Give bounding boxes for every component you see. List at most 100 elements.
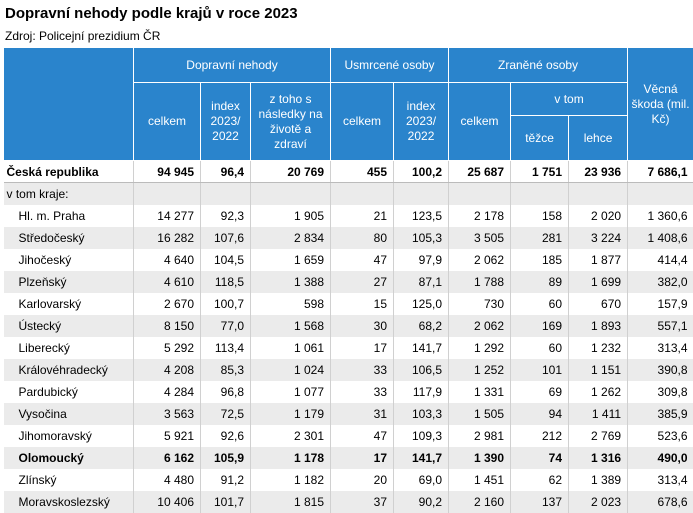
cell: 4 284	[134, 381, 201, 403]
table-row: v tom kraje:	[4, 183, 693, 205]
cell: 1 751	[511, 161, 569, 183]
cell: 5 921	[134, 425, 201, 447]
cell: 523,6	[628, 425, 693, 447]
cell: 104,5	[201, 249, 251, 271]
row-label: Hl. m. Praha	[4, 205, 134, 227]
cell: 455	[331, 161, 394, 183]
group-header: Zraněné osoby	[449, 48, 628, 83]
empty-cell	[201, 183, 251, 205]
cell: 17	[331, 447, 394, 469]
cell: 1 905	[251, 205, 331, 227]
cell: 1 331	[449, 381, 511, 403]
column-header: index 2023/ 2022	[394, 83, 449, 161]
cell: 21	[331, 205, 394, 227]
cell: 33	[331, 359, 394, 381]
table-head: Dopravní nehody Usmrcené osoby Zraněné o…	[4, 48, 693, 161]
cell: 105,3	[394, 227, 449, 249]
cell: 212	[511, 425, 569, 447]
group-header: Usmrcené osoby	[331, 48, 449, 83]
cell: 69	[511, 381, 569, 403]
cell: 60	[511, 293, 569, 315]
cell: 2 769	[569, 425, 628, 447]
cell: 1 505	[449, 403, 511, 425]
cell: 730	[449, 293, 511, 315]
cell: 89	[511, 271, 569, 293]
cell: 3 563	[134, 403, 201, 425]
cell: 17	[331, 337, 394, 359]
title: Dopravní nehody podle krajů v roce 2023	[5, 5, 298, 22]
empty-cell	[134, 183, 201, 205]
cell: 92,6	[201, 425, 251, 447]
cell: 94 945	[134, 161, 201, 183]
cell: 7 686,1	[628, 161, 693, 183]
cell: 47	[331, 425, 394, 447]
cell: 106,5	[394, 359, 449, 381]
cell: 678,6	[628, 491, 693, 513]
cell: 1 388	[251, 271, 331, 293]
cell: 1 451	[449, 469, 511, 491]
empty-cell	[331, 183, 394, 205]
cell: 2 834	[251, 227, 331, 249]
cell: 94	[511, 403, 569, 425]
cell: 20 769	[251, 161, 331, 183]
empty-cell	[251, 183, 331, 205]
column-header: celkem	[331, 83, 394, 161]
cell: 97,9	[394, 249, 449, 271]
cell: 2 178	[449, 205, 511, 227]
cell: 557,1	[628, 315, 693, 337]
cell: 23 936	[569, 161, 628, 183]
cell: 1 390	[449, 447, 511, 469]
cell: 14 277	[134, 205, 201, 227]
cell: 4 640	[134, 249, 201, 271]
corner-cell	[4, 48, 134, 161]
cell: 1 568	[251, 315, 331, 337]
cell: 92,3	[201, 205, 251, 227]
cell: 77,0	[201, 315, 251, 337]
cell: 281	[511, 227, 569, 249]
column-header: index 2023/ 2022	[201, 83, 251, 161]
cell: 1 182	[251, 469, 331, 491]
column-header: Věcná škoda (mil. Kč)	[628, 48, 693, 161]
empty-cell	[628, 183, 693, 205]
cell: 309,8	[628, 381, 693, 403]
cell: 382,0	[628, 271, 693, 293]
cell: 2 981	[449, 425, 511, 447]
cell: 20	[331, 469, 394, 491]
cell: 8 150	[134, 315, 201, 337]
cell: 169	[511, 315, 569, 337]
cell: 2 670	[134, 293, 201, 315]
cell: 1 360,6	[628, 205, 693, 227]
cell: 1 788	[449, 271, 511, 293]
cell: 1 389	[569, 469, 628, 491]
cell: 80	[331, 227, 394, 249]
row-label: Ústecký	[4, 315, 134, 337]
cell: 117,9	[394, 381, 449, 403]
cell: 1 292	[449, 337, 511, 359]
cell: 2 301	[251, 425, 331, 447]
row-label: Moravskoslezský	[4, 491, 134, 513]
row-label: Liberecký	[4, 337, 134, 359]
cell: 2 023	[569, 491, 628, 513]
cell: 3 505	[449, 227, 511, 249]
cell: 33	[331, 381, 394, 403]
row-label: Česká republika	[4, 161, 134, 183]
cell: 105,9	[201, 447, 251, 469]
cell: 96,8	[201, 381, 251, 403]
empty-cell	[569, 183, 628, 205]
cell: 16 282	[134, 227, 201, 249]
cell: 47	[331, 249, 394, 271]
cell: 1 024	[251, 359, 331, 381]
cell: 157,9	[628, 293, 693, 315]
source: Zdroj: Policejní prezidium ČR	[5, 29, 160, 43]
cell: 103,3	[394, 403, 449, 425]
cell: 100,7	[201, 293, 251, 315]
column-header: lehce	[569, 116, 628, 161]
cell: 60	[511, 337, 569, 359]
cell: 2 160	[449, 491, 511, 513]
